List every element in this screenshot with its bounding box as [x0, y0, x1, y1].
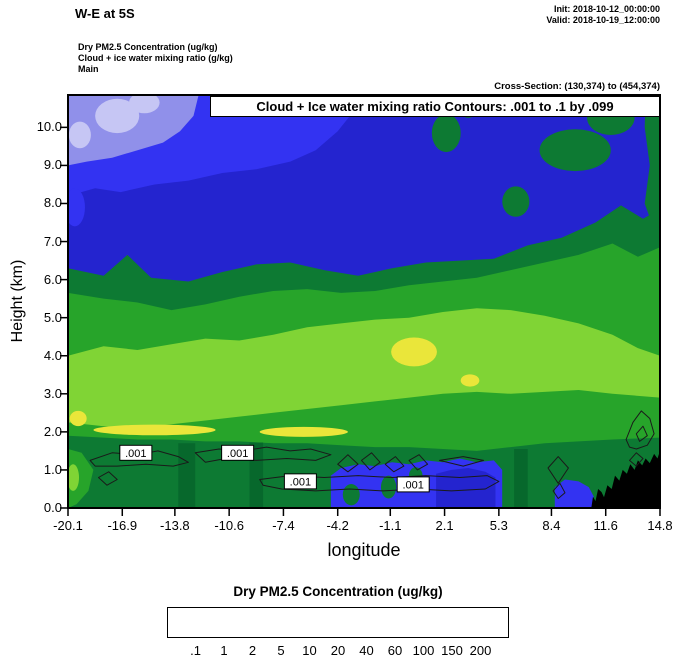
colorbar-tick-label: 20: [330, 643, 346, 658]
x-tick-label: -7.4: [272, 518, 295, 533]
y-tick-label: 10.0: [36, 119, 62, 135]
y-tick-label: 2.0: [43, 423, 62, 439]
colorbar-tick-label: 2: [248, 643, 257, 658]
colorbar-tick-label: 5: [277, 643, 285, 658]
x-tick-label: 5.3: [489, 518, 508, 533]
page-title: W-E at 5S: [75, 6, 135, 21]
colorbar-tick-label: 150: [441, 643, 463, 658]
colorbar: [167, 607, 509, 638]
x-tick-label: -10.6: [214, 518, 244, 533]
x-tick-label: -4.2: [326, 518, 349, 533]
cloud-contour-label: .001: [227, 448, 248, 460]
colorbar-tick-label: 40: [359, 643, 374, 658]
x-axis-label: longitude: [327, 540, 401, 560]
colorbar-tick-label: 1: [220, 643, 228, 658]
y-tick-label: 8.0: [43, 195, 62, 211]
y-tick-label: 9.0: [43, 157, 62, 173]
init-time-label: Init: 2018-10-12_00:00:00: [553, 4, 660, 14]
x-tick-label: -1.1: [379, 518, 402, 533]
cloud-contour-label: .001: [290, 476, 311, 488]
x-tick-label: -20.1: [53, 518, 83, 533]
x-tick-label: 11.6: [593, 518, 618, 533]
colorbar-tick-label: 100: [412, 643, 435, 658]
y-tick-label: 1.0: [43, 461, 62, 477]
y-tick-label: 4.0: [43, 347, 62, 363]
contour-info-box: Cloud + Ice water mixing ratio Contours:…: [210, 96, 660, 117]
x-tick-label: 14.8: [647, 518, 673, 533]
colorbar-tick-label: 60: [387, 643, 403, 658]
y-tick-label: 7.0: [43, 233, 62, 249]
field-label-pm25: Dry PM2.5 Concentration (ug/kg): [78, 42, 218, 52]
field-label-domain: Main: [78, 64, 99, 74]
y-tick-label: 5.0: [43, 309, 62, 325]
valid-time-label: Valid: 2018-10-19_12:00:00: [546, 15, 660, 25]
cross-section-plot: .001 .001 .001 .001: [60, 94, 661, 516]
y-tick-label: 6.0: [43, 271, 62, 287]
colorbar-tick-label: .1: [190, 643, 201, 658]
cloud-contour-label: .001: [402, 479, 423, 491]
x-tick-label: 2.1: [435, 518, 454, 533]
colorbar-tick-label: 10: [302, 643, 317, 658]
x-tick-label: -13.8: [160, 518, 190, 533]
x-tick-label: 8.4: [542, 518, 561, 533]
y-tick-label: 0.0: [43, 500, 62, 515]
colorbar-title: Dry PM2.5 Concentration (ug/kg): [233, 584, 443, 599]
x-tick-label: -16.9: [107, 518, 138, 533]
y-tick-label: 3.0: [43, 385, 62, 401]
cloud-contour-label: .001: [125, 448, 146, 460]
colorbar-tick-label: 200: [469, 643, 492, 658]
cross-section-label: Cross-Section: (130,374) to (454,374): [494, 81, 660, 92]
field-label-cloud-ice: Cloud + ice water mixing ratio (g/kg): [78, 53, 233, 63]
